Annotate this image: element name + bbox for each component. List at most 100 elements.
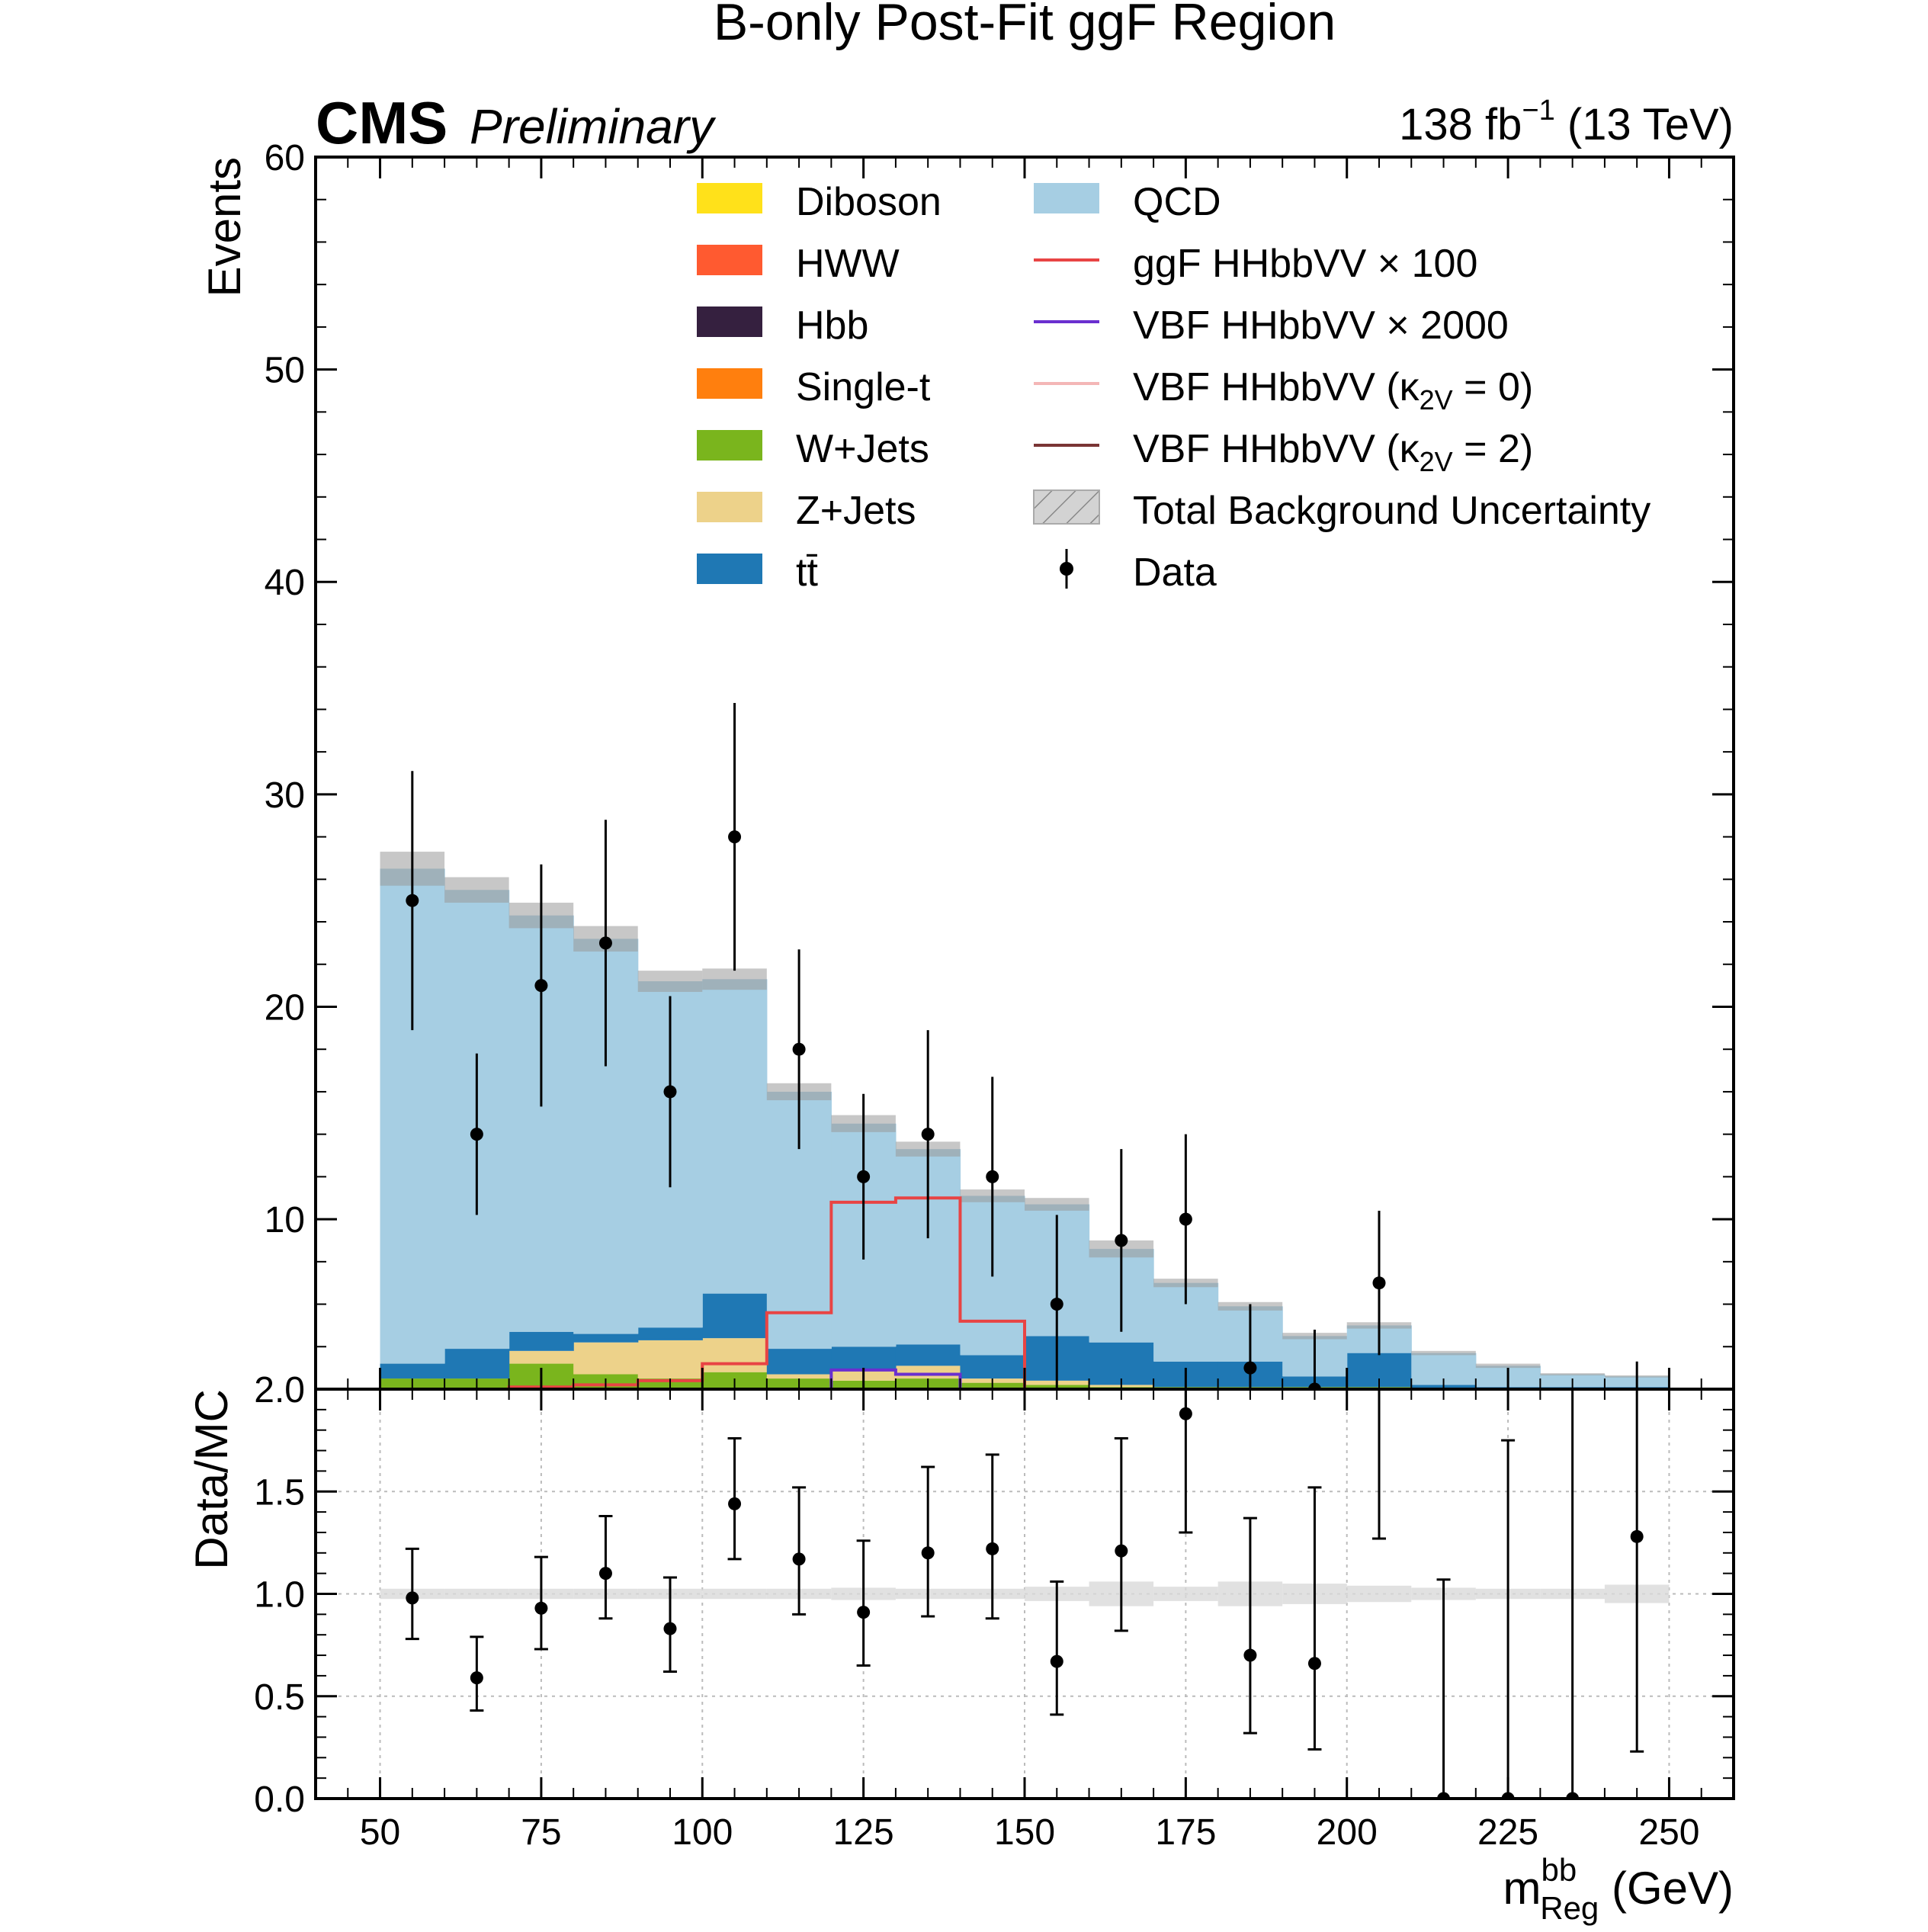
ratio-ytick-label-1: 0.5: [254, 1677, 305, 1718]
uncertainty-band-5: [702, 968, 767, 990]
ratio-point-14: [1307, 1657, 1321, 1670]
ratio-ytick-label-2: 1.0: [254, 1575, 305, 1616]
legend-7-label: QCD: [1133, 180, 1221, 224]
xtick-label-7: 225: [1477, 1812, 1538, 1853]
bar-tt-11: [1089, 1342, 1154, 1385]
ratio-ytick-label-0: 0.0: [254, 1780, 305, 1820]
xlabel-unit: (GeV): [1599, 1863, 1734, 1914]
data-point-5: [728, 830, 742, 844]
bar-zjets-8: [895, 1366, 961, 1379]
xtick-label-1: 75: [521, 1812, 561, 1853]
legend-1-label: HWW: [796, 242, 900, 286]
bar-tt-4: [637, 1327, 703, 1340]
ratio-plot: [316, 1389, 1734, 1799]
chart-title: B-only Post-Fit ggF Region: [714, 0, 1336, 51]
main-ytick-label-5: 50: [265, 351, 305, 391]
ratio-band-5: [702, 1588, 767, 1600]
legend-7-swatch: [1034, 183, 1099, 213]
legend-3-label-text: Single-t: [796, 365, 931, 409]
legend-13-swatch: [1060, 562, 1073, 576]
legend: Diboson HWW Hbb Single-t W+Jets Z+Jets tt̄ QCD g…: [697, 180, 1651, 595]
main-ylabel: Events: [199, 157, 250, 297]
data-point-7: [857, 1170, 871, 1183]
main-ytick-label-0: 2.0: [254, 1370, 305, 1410]
data-point-4: [663, 1085, 677, 1099]
legend-10-label-text: VBF HHbbVV (κ: [1133, 365, 1420, 409]
legend-5-label-text: Z+Jets: [796, 489, 916, 533]
main-ytick-label-6: 60: [265, 138, 305, 178]
ratio-ytick-label-3: 1.5: [254, 1472, 305, 1513]
bar-zjets-5: [702, 1338, 768, 1372]
legend-4-label: W+Jets: [796, 427, 929, 471]
data-point-13: [1243, 1361, 1257, 1375]
axes: 2.0 10 20 30 40 50 60 0.0 0.5 1.0 1.5 50 75 100 125 150…: [254, 138, 1735, 1853]
bar-tt-5: [702, 1293, 768, 1339]
legend-4-swatch: [697, 430, 762, 461]
xtick-label-2: 100: [672, 1812, 733, 1853]
cms-label: CMS: [316, 89, 448, 156]
bar-tt-1: [444, 1349, 510, 1379]
data-point-8: [921, 1128, 935, 1141]
data-point-9: [986, 1170, 999, 1183]
uncertainty-band-1: [444, 877, 509, 903]
main-plot: [380, 703, 1670, 1438]
data-point-2: [534, 979, 548, 993]
xtick-label-4: 150: [994, 1812, 1055, 1853]
legend-6-swatch: [697, 554, 762, 584]
main-ytick-label-1: 10: [265, 1200, 305, 1240]
ratio-point-8: [921, 1546, 935, 1560]
main-ytick-label-2: 20: [265, 987, 305, 1028]
ratio-band-15: [1346, 1585, 1412, 1603]
legend-12-swatch: [1033, 489, 1100, 525]
legend-10-label: VBF HHbbVV (κ2V = 0): [1133, 365, 1533, 416]
lumi-energy: (13 TeV): [1555, 100, 1734, 149]
legend-0-label: Diboson: [796, 180, 942, 224]
data-point-16: [1437, 1425, 1450, 1438]
ratio-point-1: [470, 1671, 483, 1685]
legend-2-label-text: Hbb: [796, 303, 868, 348]
ratio-point-9: [986, 1542, 999, 1555]
bar-tt-0: [380, 1363, 445, 1379]
data-point-3: [598, 936, 612, 950]
bar-qcd-5: [702, 979, 768, 1294]
main-ytick-label-3: 30: [265, 775, 305, 816]
xtick-label-3: 125: [833, 1812, 894, 1853]
legend-10-label-sub: 2V: [1420, 384, 1453, 416]
ratio-point-4: [663, 1622, 677, 1635]
legend-8-label-text: ggF HHbbVV × 100: [1133, 242, 1477, 286]
legend-4-label-text: W+Jets: [796, 427, 929, 471]
legend-0-label-text: Diboson: [796, 180, 942, 224]
legend-6-label: tt̄: [796, 550, 818, 595]
xtick-label-6: 200: [1317, 1812, 1378, 1853]
legend-13-label-text: Data: [1133, 550, 1217, 595]
bar-zjets-2: [508, 1350, 574, 1364]
bar-tt-9: [960, 1355, 1025, 1379]
lumi-value: 138 fb: [1399, 100, 1522, 149]
uncertainty-band-17: [1475, 1363, 1541, 1369]
legend-11-label-tail: = 2): [1453, 427, 1534, 471]
legend-1-swatch: [697, 245, 762, 275]
uncertainty-band-10: [1025, 1198, 1089, 1211]
legend-2-swatch: [697, 306, 762, 337]
bar-tt-8: [895, 1344, 961, 1366]
bar-tt-6: [766, 1349, 832, 1375]
legend-7-label-text: QCD: [1133, 180, 1221, 224]
ratio-band-12: [1153, 1587, 1218, 1601]
data-point-15: [1372, 1276, 1386, 1290]
ratio-ylabel: Data/MC: [186, 1389, 237, 1570]
preliminary-label: Preliminary: [470, 99, 717, 154]
ratio-point-7: [857, 1606, 871, 1619]
uncertainty-band-18: [1540, 1373, 1605, 1375]
legend-3-label: Single-t: [796, 365, 931, 409]
data-point-12: [1179, 1212, 1192, 1226]
xtick-label-0: 50: [360, 1812, 400, 1853]
ratio-point-6: [792, 1552, 806, 1566]
bar-zjets-4: [637, 1340, 703, 1379]
legend-9-label: VBF HHbbVV × 2000: [1133, 303, 1509, 348]
bar-zjets-3: [573, 1342, 639, 1375]
xtick-label-5: 175: [1155, 1812, 1216, 1853]
main-ytick-label-4: 40: [265, 563, 305, 603]
data-point-0: [406, 894, 419, 907]
lumi-label: 138 fb−1 (13 TeV): [1399, 95, 1734, 149]
